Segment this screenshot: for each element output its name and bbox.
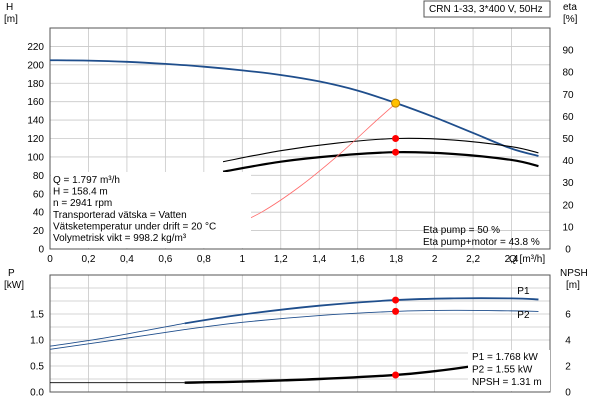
- flow-tick-label: 0,4: [120, 254, 134, 265]
- power-axis-unit: [kW]: [4, 280, 24, 291]
- flow-tick-label: 0,2: [82, 254, 96, 265]
- head-tick-label: 140: [27, 116, 44, 127]
- flow-tick-label: 1: [240, 254, 246, 265]
- duty-info-line: H = 158.4 m: [53, 187, 108, 198]
- p2-series-label: P2: [517, 310, 530, 321]
- eta-tick-label: 40: [562, 156, 574, 167]
- power-tick-label: 0.0: [30, 388, 44, 399]
- flow-tick-label: 1,2: [274, 254, 288, 265]
- duty-info-line: n = 2941 rpm: [53, 198, 112, 209]
- head-tick-label: 160: [27, 97, 44, 108]
- eta-tick-label: 50: [562, 134, 574, 145]
- flow-tick-label: 1,6: [351, 254, 365, 265]
- power-info-box: [468, 350, 550, 391]
- p1-curve-start: [49, 322, 185, 347]
- p1-series-label: P1: [517, 286, 530, 297]
- eta-pump-motor-point: [392, 148, 400, 156]
- eta-tick-label: 20: [562, 200, 574, 211]
- power-info-line: P1 = 1.768 kW: [472, 352, 538, 363]
- npsh-tick-label: 0: [565, 388, 571, 399]
- head-tick-label: 220: [27, 42, 44, 53]
- power-tick-label: 1.0: [30, 336, 44, 347]
- duty-info-line: Transporterad vätska = Vatten: [53, 210, 187, 221]
- eta-tick-label: 90: [562, 46, 574, 57]
- power-info-line: P2 = 1.55 kW: [472, 365, 533, 376]
- flow-tick-label: 1,4: [312, 254, 326, 265]
- flow-axis-label: Q [m³/h]: [509, 254, 545, 265]
- upper-panel: H [m] eta [%] 02040608010012014016018020…: [4, 0, 578, 265]
- npsh-axis-unit: [m]: [566, 280, 580, 291]
- p2-point: [392, 307, 400, 315]
- npsh-point: [392, 371, 400, 379]
- head-axis-label: H: [6, 2, 13, 13]
- head-tick-label: 60: [33, 189, 45, 200]
- head-tick-label: 180: [27, 79, 44, 90]
- p1-point: [392, 296, 400, 304]
- duty-info-line: Q = 1.797 m³/h: [53, 175, 120, 186]
- eta-pump-point: [392, 135, 400, 142]
- power-axis-label: P: [8, 268, 15, 279]
- flow-tick-label: 2: [432, 254, 438, 265]
- head-tick-label: 40: [33, 208, 45, 219]
- power-tick-label: 1.5: [30, 310, 44, 321]
- npsh-tick-label: 2: [565, 362, 571, 373]
- lower-panel: P [kW] NPSH [m] 0.0 0.5 1.0 1.5 0 2 4 6 P1 P2 P…: [4, 268, 588, 399]
- eta-pump-motor-text: Eta pump+motor = 43.8 %: [423, 237, 540, 248]
- eta-tick-label: 70: [562, 90, 574, 101]
- flow-tick-label: 2,2: [466, 254, 480, 265]
- head-tick-label: 100: [27, 152, 44, 163]
- head-tick-label: 0: [38, 245, 44, 256]
- duty-info-line: Volymetrisk vikt = 998.2 kg/m³: [53, 233, 187, 244]
- flow-tick-label: 0: [47, 254, 53, 265]
- npsh-tick-label: 6: [565, 310, 571, 321]
- flow-tick-label: 1,8: [389, 254, 403, 265]
- head-curve: [49, 59, 539, 157]
- eta-tick-label: 0: [565, 245, 571, 256]
- flow-tick-label: 0,6: [158, 254, 172, 265]
- duty-info-line: Vätsketemperatur under drift = 20 °C: [53, 221, 216, 232]
- info-box: [51, 172, 251, 248]
- eta-axis-unit: [%]: [563, 14, 578, 25]
- eta-tick-label: 30: [562, 178, 574, 189]
- p2-curve: [49, 309, 539, 350]
- head-axis-unit: [m]: [4, 14, 18, 25]
- power-tick-label: 0.5: [30, 362, 44, 373]
- eta-axis-label: eta: [563, 2, 577, 13]
- lower-plot-frame: [49, 274, 551, 393]
- head-tick-label: 200: [27, 60, 44, 71]
- duty-point: [391, 98, 401, 108]
- title-box: [423, 0, 551, 18]
- power-info-line: NPSH = 1.31 m: [472, 377, 542, 388]
- flow-tick-label: 0,8: [197, 254, 211, 265]
- eta-tick-label: 10: [562, 222, 574, 233]
- eta-tick-label: 80: [562, 68, 574, 79]
- eta-tick-label: 60: [562, 112, 574, 123]
- head-tick-label: 80: [33, 171, 45, 182]
- head-tick-label: 20: [33, 226, 45, 237]
- pump-title: CRN 1-33, 3*400 V, 50Hz: [429, 4, 543, 15]
- npsh-axis-label: NPSH: [560, 268, 588, 279]
- head-tick-label: 120: [27, 134, 44, 145]
- npsh-tick-label: 4: [565, 336, 571, 347]
- system-curve-curve: [222, 102, 397, 231]
- flow-tick-label: 2,4: [505, 254, 519, 265]
- eta-pump-text: Eta pump = 50 %: [423, 225, 500, 236]
- upper-plot-frame: [49, 27, 551, 250]
